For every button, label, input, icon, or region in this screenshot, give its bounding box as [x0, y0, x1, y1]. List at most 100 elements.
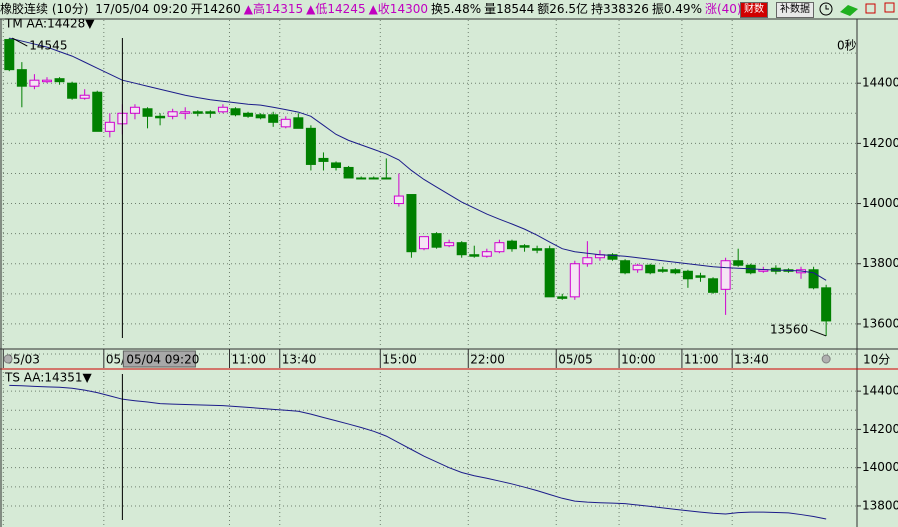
candle-body	[142, 108, 153, 117]
candle-body	[67, 82, 78, 99]
candle-body	[708, 278, 719, 293]
candle-body	[720, 260, 731, 290]
x-tick-label: 10:00	[621, 353, 656, 367]
candle-body	[796, 269, 807, 274]
x-tick-label: 05/03	[5, 353, 40, 367]
ts-line	[9, 384, 827, 520]
candle-body	[758, 269, 769, 272]
finance-button[interactable]: 财数	[740, 2, 768, 18]
x-tick-label: 05/05	[558, 353, 593, 367]
candle-body	[268, 114, 279, 123]
candle-body	[695, 275, 706, 278]
candle-body	[821, 287, 832, 322]
candle-body	[4, 39, 15, 71]
fill-data-button[interactable]: 补数据	[776, 2, 814, 18]
y-tick-label: 14000	[862, 460, 898, 474]
candle-body	[733, 260, 744, 266]
candle-body	[632, 264, 643, 271]
candle-body	[682, 270, 693, 280]
candle-body	[770, 267, 781, 272]
candle-body	[16, 69, 27, 87]
candle-body	[368, 177, 379, 180]
candle-body	[506, 240, 517, 250]
candle-body	[406, 194, 417, 253]
candle-body	[657, 269, 668, 272]
restore-icon	[865, 3, 876, 14]
candle-body	[494, 242, 505, 253]
candle-body	[381, 177, 392, 180]
period-label: 10分	[863, 353, 890, 367]
indicator-label: TS AA:14351▼	[4, 371, 93, 385]
candle-body	[129, 106, 140, 114]
moving-average-line	[9, 37, 827, 281]
candle-body	[155, 115, 166, 119]
cursor-label: 05/04 09:20	[126, 353, 199, 367]
candle-body	[217, 106, 228, 113]
candle-body	[180, 111, 191, 114]
x-tick-label: 13:40	[282, 353, 317, 367]
candle-body	[79, 94, 90, 99]
quote-field: 振0.49%	[651, 2, 702, 16]
candle-body	[255, 114, 266, 119]
candle-body	[431, 233, 442, 248]
signal-icon	[840, 5, 858, 16]
clock-hand	[825, 5, 829, 10]
candle-body	[519, 245, 530, 248]
x-tick-label: 15:00	[382, 353, 417, 367]
quote-field: 17/05/04 09:20	[95, 2, 188, 16]
quote-field: ▲高14315	[243, 2, 304, 16]
candle-body	[444, 242, 455, 247]
candle-body	[331, 162, 342, 168]
scroll-handle	[821, 354, 831, 364]
y-tick-label: 13800	[862, 498, 898, 512]
candle-body	[670, 269, 681, 274]
candle-body	[167, 111, 178, 117]
candle-body	[318, 157, 329, 162]
candle-body	[569, 263, 580, 298]
candle-body	[419, 236, 429, 250]
min-label: 13560	[770, 322, 808, 336]
candle-body	[54, 78, 65, 83]
candle-body	[582, 257, 593, 265]
candle-body	[393, 195, 404, 205]
quote-field: 持338326	[591, 2, 649, 16]
maximize-icon	[884, 2, 895, 13]
x-tick-label: 11:00	[231, 353, 266, 367]
min-pointer	[809, 329, 827, 337]
candle-body	[783, 269, 794, 272]
quote-field: 涨(40)0.28	[704, 2, 740, 16]
y-tick-label: 14400	[862, 384, 898, 398]
scroll-handle	[3, 354, 13, 364]
candle-body	[481, 251, 492, 257]
candle-body	[594, 254, 605, 259]
candle-body	[243, 112, 254, 117]
candle-body	[469, 254, 480, 257]
x-tick-label: 22:00	[470, 353, 505, 367]
quote-field: 量18544	[484, 2, 535, 16]
candle-body	[117, 112, 128, 125]
candle-body	[607, 254, 618, 260]
candle-body	[532, 248, 543, 251]
candle-body	[92, 91, 103, 132]
x-tick-label: 05/04 09:00	[106, 353, 179, 367]
quote-field: 开14260	[190, 2, 241, 16]
candle-body	[280, 118, 291, 128]
quote-header: 橡胶连续 (10分) 17/05/04 09:20 开14260 ▲高14315 ▲低…	[0, 0, 740, 18]
candle-body	[305, 127, 316, 165]
candle-body	[745, 264, 756, 274]
candle-body	[192, 111, 203, 114]
candle-body	[230, 108, 241, 116]
max-pointer	[12, 37, 28, 47]
y-tick-label: 14200	[862, 136, 898, 150]
refresh-label: 0秒	[837, 39, 857, 53]
candle-body	[29, 79, 40, 87]
y-tick-label: 14200	[862, 422, 898, 436]
cursor-label-box	[122, 350, 196, 368]
candle-body	[205, 111, 216, 114]
quote-field: 换5.48%	[430, 2, 482, 16]
instrument-title: 橡胶连续 (10分)	[0, 2, 89, 16]
y-tick-label: 13800	[862, 256, 898, 270]
quote-field: ▲低14245	[306, 2, 366, 16]
candle-body	[104, 121, 115, 132]
